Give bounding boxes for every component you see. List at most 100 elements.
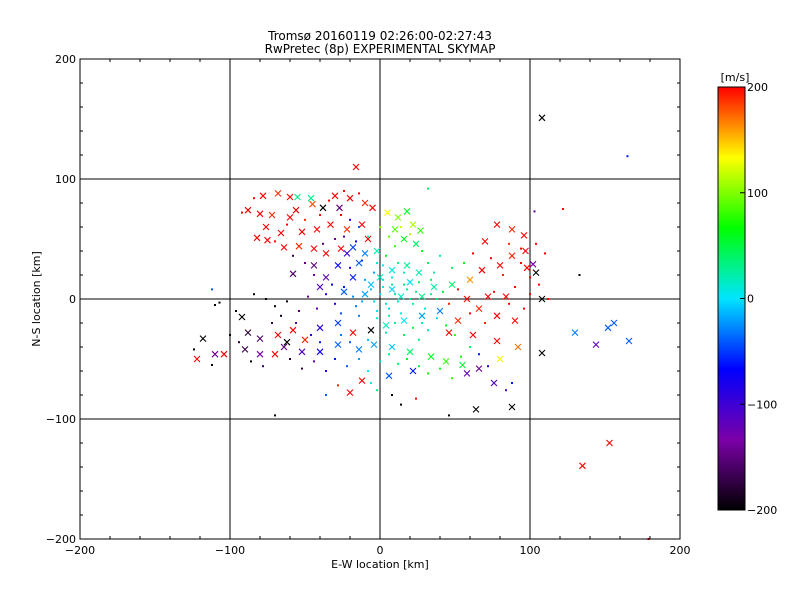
data-point-cross bbox=[298, 228, 306, 236]
y-tick-label: −100 bbox=[46, 413, 76, 426]
data-point-dot bbox=[460, 355, 462, 358]
data-point-cross bbox=[334, 341, 342, 348]
x-tick-label: 200 bbox=[670, 544, 691, 557]
data-point-cross bbox=[256, 335, 264, 342]
data-point-dot bbox=[484, 322, 486, 324]
data-point-cross bbox=[367, 281, 375, 288]
data-point-dot bbox=[376, 310, 378, 312]
data-point-cross bbox=[336, 204, 343, 212]
data-point-cross bbox=[508, 403, 516, 411]
data-point-cross bbox=[523, 264, 531, 272]
data-point-dot bbox=[442, 290, 444, 293]
data-point-dot bbox=[355, 305, 357, 308]
data-point-cross bbox=[579, 462, 586, 470]
data-point-dot bbox=[343, 235, 345, 238]
y-tick-label: −200 bbox=[46, 533, 76, 546]
data-point-cross bbox=[283, 338, 291, 346]
data-point-dot bbox=[334, 358, 336, 360]
data-point-dot bbox=[469, 312, 471, 315]
data-point-dot bbox=[391, 276, 393, 279]
data-point-dot bbox=[379, 360, 381, 363]
data-point-dot bbox=[430, 278, 432, 281]
data-point-cross bbox=[244, 206, 252, 214]
data-point-dot bbox=[376, 262, 378, 264]
data-point-dot bbox=[355, 240, 357, 243]
data-point-dot bbox=[406, 288, 408, 291]
data-point-dot bbox=[367, 338, 369, 341]
data-point-cross bbox=[454, 317, 462, 324]
data-point-cross bbox=[394, 214, 402, 221]
data-point-dot bbox=[388, 314, 390, 317]
colorbar-tick-label: −200 bbox=[747, 504, 777, 517]
axis-ticks: −200 −100 0 100 200 −200 −100 0 100 200 bbox=[46, 53, 691, 557]
data-point-dot bbox=[241, 211, 243, 214]
data-point-dot bbox=[358, 314, 360, 317]
data-point-dot bbox=[313, 360, 315, 363]
data-point-dot bbox=[412, 326, 414, 329]
data-point-cross bbox=[484, 293, 492, 300]
data-point-cross bbox=[343, 226, 351, 233]
data-point-cross bbox=[406, 348, 414, 356]
data-point-cross bbox=[307, 194, 315, 202]
data-point-cross bbox=[352, 163, 360, 171]
data-point-dot bbox=[394, 293, 396, 296]
plot-grid bbox=[80, 59, 680, 539]
data-point-cross bbox=[388, 343, 396, 351]
data-point-dot bbox=[349, 218, 351, 221]
data-point-dot bbox=[193, 348, 195, 351]
colorbar-tick-label: 200 bbox=[747, 81, 768, 94]
data-point-cross bbox=[448, 281, 456, 288]
data-point-dot bbox=[334, 238, 336, 240]
data-point-dot bbox=[427, 187, 429, 190]
colorbar: [m/s] 200 100 0 −100 −200 bbox=[717, 71, 777, 517]
data-point-dot bbox=[529, 276, 531, 279]
data-point-dot bbox=[352, 295, 354, 298]
x-tick-label: 0 bbox=[377, 544, 384, 557]
data-point-dot bbox=[262, 365, 264, 368]
data-point-dot bbox=[325, 394, 327, 396]
data-point-cross bbox=[331, 192, 339, 200]
data-point-dot bbox=[361, 259, 363, 262]
data-point-dot bbox=[340, 312, 342, 315]
data-point-dot bbox=[514, 286, 516, 288]
data-point-cross bbox=[316, 324, 324, 332]
colorbar-ticks: 200 100 0 −100 −200 bbox=[740, 81, 777, 517]
data-point-cross bbox=[262, 223, 270, 231]
chart-title: Tromsø 20160119 02:26:00-02:27:43 bbox=[267, 29, 492, 43]
data-point-cross bbox=[508, 226, 516, 233]
data-point-dot bbox=[328, 199, 330, 202]
data-point-dot bbox=[274, 305, 276, 308]
data-point-dot bbox=[349, 266, 351, 269]
data-point-dot bbox=[457, 288, 459, 291]
data-point-dot bbox=[292, 254, 294, 257]
data-point-dot bbox=[448, 414, 450, 417]
colorbar-tick-label: −100 bbox=[747, 398, 777, 411]
data-point-dot bbox=[280, 314, 282, 317]
data-point-cross bbox=[445, 329, 453, 336]
data-point-dot bbox=[412, 302, 414, 305]
data-point-cross bbox=[388, 266, 396, 274]
data-point-dot bbox=[313, 274, 315, 276]
data-point-dot bbox=[400, 312, 402, 315]
plot-points bbox=[193, 114, 650, 540]
data-point-dot bbox=[409, 298, 411, 300]
data-point-dot bbox=[394, 322, 396, 324]
data-point-cross bbox=[369, 204, 376, 212]
x-tick-label: −100 bbox=[215, 544, 245, 557]
data-point-cross bbox=[334, 262, 342, 269]
data-point-dot bbox=[439, 254, 441, 257]
data-point-cross bbox=[199, 335, 207, 342]
data-point-dot bbox=[424, 307, 426, 310]
data-point-cross bbox=[538, 349, 546, 357]
data-point-cross bbox=[349, 244, 357, 251]
data-point-dot bbox=[229, 334, 231, 336]
data-point-dot bbox=[304, 262, 306, 264]
data-point-dot bbox=[346, 365, 348, 368]
data-point-dot bbox=[382, 278, 384, 281]
data-point-dot bbox=[295, 322, 297, 324]
data-point-cross bbox=[280, 343, 288, 351]
data-point-dot bbox=[250, 360, 252, 363]
data-point-dot bbox=[535, 242, 537, 245]
data-point-cross bbox=[406, 278, 414, 286]
